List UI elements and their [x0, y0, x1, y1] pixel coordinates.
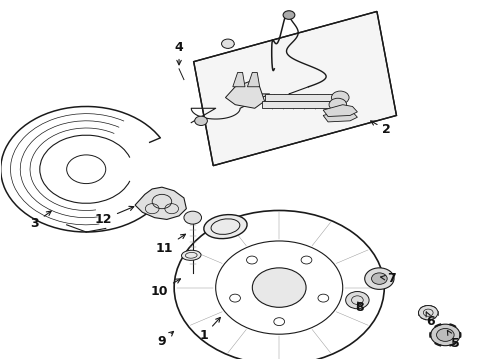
Text: 6: 6 [426, 312, 435, 328]
Text: 1: 1 [199, 318, 221, 342]
Circle shape [252, 268, 306, 307]
Circle shape [345, 292, 369, 309]
Polygon shape [247, 72, 260, 87]
Circle shape [331, 91, 349, 104]
Polygon shape [194, 12, 396, 166]
Bar [265, 94, 340, 101]
Circle shape [184, 211, 201, 224]
Text: 11: 11 [156, 234, 185, 255]
Text: 2: 2 [370, 121, 391, 136]
Text: 4: 4 [174, 41, 183, 65]
Circle shape [365, 268, 394, 289]
Text: 3: 3 [30, 211, 51, 230]
Circle shape [371, 273, 387, 284]
Circle shape [431, 324, 460, 346]
Polygon shape [323, 105, 357, 117]
Text: 5: 5 [447, 330, 460, 350]
Text: 8: 8 [356, 301, 364, 314]
Polygon shape [233, 72, 245, 87]
Circle shape [221, 39, 234, 48]
Ellipse shape [204, 215, 247, 239]
Text: 12: 12 [95, 206, 134, 226]
Circle shape [329, 98, 346, 111]
Text: 7: 7 [381, 272, 396, 285]
Circle shape [437, 328, 454, 341]
Polygon shape [323, 110, 357, 122]
Circle shape [195, 116, 207, 126]
Circle shape [418, 306, 438, 320]
Polygon shape [135, 187, 186, 220]
Ellipse shape [181, 250, 201, 260]
Circle shape [283, 11, 295, 19]
Polygon shape [225, 81, 265, 108]
Text: 9: 9 [158, 332, 173, 348]
Text: 10: 10 [151, 279, 180, 298]
Bar [262, 101, 338, 108]
